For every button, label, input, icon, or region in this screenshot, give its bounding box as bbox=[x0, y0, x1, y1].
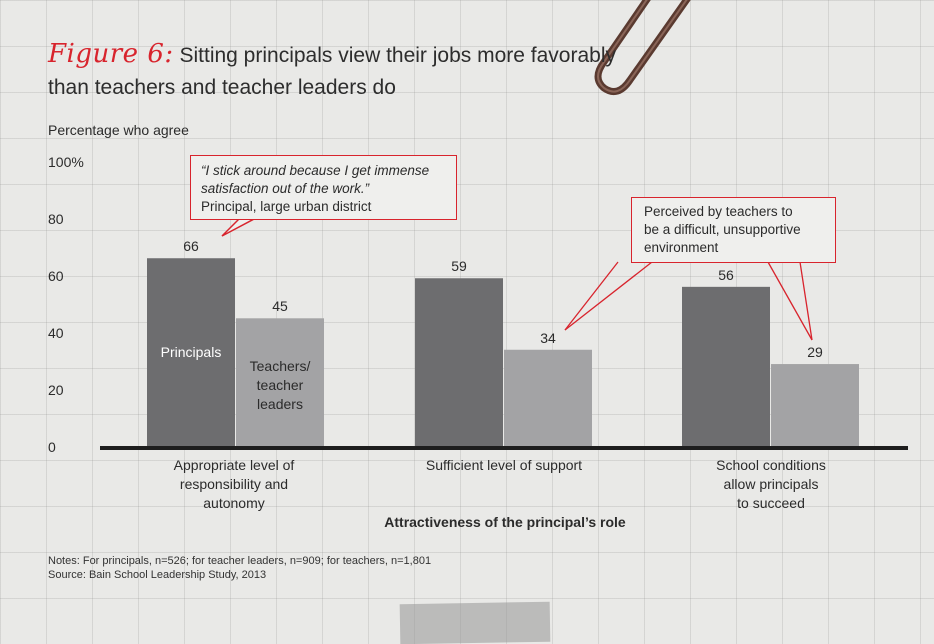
quote-line-2: satisfaction out of the work.” bbox=[201, 181, 370, 196]
quote-callout-pointer bbox=[221, 217, 257, 237]
bar-principals-2 bbox=[682, 286, 770, 447]
bar-principals-1 bbox=[415, 278, 503, 447]
perceived-callout: Perceived by teachers to be a difficult,… bbox=[631, 197, 836, 263]
y-tick-20: 20 bbox=[48, 382, 64, 398]
bar-value-label: 56 bbox=[718, 266, 734, 283]
category-label-responsibility: Appropriate level of responsibility and au… bbox=[173, 457, 295, 511]
notes: Notes: For principals, n=526; for teache… bbox=[48, 554, 431, 582]
perceived-pointer-left-b bbox=[564, 261, 653, 331]
series-label-principals: Principals bbox=[160, 344, 222, 360]
quote-callout: “I stick around because I get immense sa… bbox=[190, 155, 457, 220]
quote-attribution: Principal, large urban district bbox=[201, 199, 372, 214]
bar-value-label: 45 bbox=[272, 298, 288, 315]
paperclip-icon bbox=[594, 0, 691, 96]
x-axis-label: Attractiveness of the principal’s role bbox=[384, 514, 626, 530]
bar-value-label: 29 bbox=[807, 344, 823, 361]
bar-teachers-1 bbox=[504, 349, 592, 447]
bar-value-label: 66 bbox=[183, 238, 199, 255]
bar-teachers-0 bbox=[236, 318, 324, 447]
perceived-line-3: environment bbox=[644, 240, 719, 255]
y-tick-0: 0 bbox=[48, 439, 56, 455]
bar-teachers-2 bbox=[771, 364, 859, 447]
bar-value-label: 59 bbox=[451, 258, 467, 275]
bar-principals-0 bbox=[147, 258, 235, 447]
y-tick-40: 40 bbox=[48, 325, 64, 341]
title-text: Sitting principals view their jobs more … bbox=[48, 44, 617, 99]
notes-line: Notes: For principals, n=526; for teache… bbox=[48, 555, 432, 567]
perceived-pointer-right-b bbox=[799, 261, 813, 341]
y-tick-100: 100% bbox=[48, 154, 84, 170]
quote-line-1: “I stick around because I get immense bbox=[201, 163, 430, 178]
category-label-support: Sufficient level of support bbox=[425, 457, 583, 473]
y-tick-60: 60 bbox=[48, 268, 64, 284]
source-line: Source: Bain School Leadership Study, 20… bbox=[48, 569, 267, 581]
perceived-line-1: Perceived by teachers to bbox=[644, 204, 793, 219]
series-label-teachers: Teachers/teacher leaders bbox=[249, 358, 311, 412]
perceived-pointer-right-a bbox=[767, 261, 813, 341]
perceived-line-2: be a difficult, unsupportive bbox=[644, 222, 801, 237]
y-axis-label: Percentage who agree bbox=[48, 122, 189, 138]
chart-title: Figure 6: Sitting principals view their … bbox=[48, 38, 628, 104]
perceived-pointer-left-a bbox=[564, 261, 619, 331]
figure-label: Figure 6: bbox=[48, 39, 174, 69]
y-tick-80: 80 bbox=[48, 211, 64, 227]
category-label-conditions: School conditions allow principals to succ… bbox=[716, 457, 826, 511]
bar-value-label: 34 bbox=[540, 329, 556, 346]
